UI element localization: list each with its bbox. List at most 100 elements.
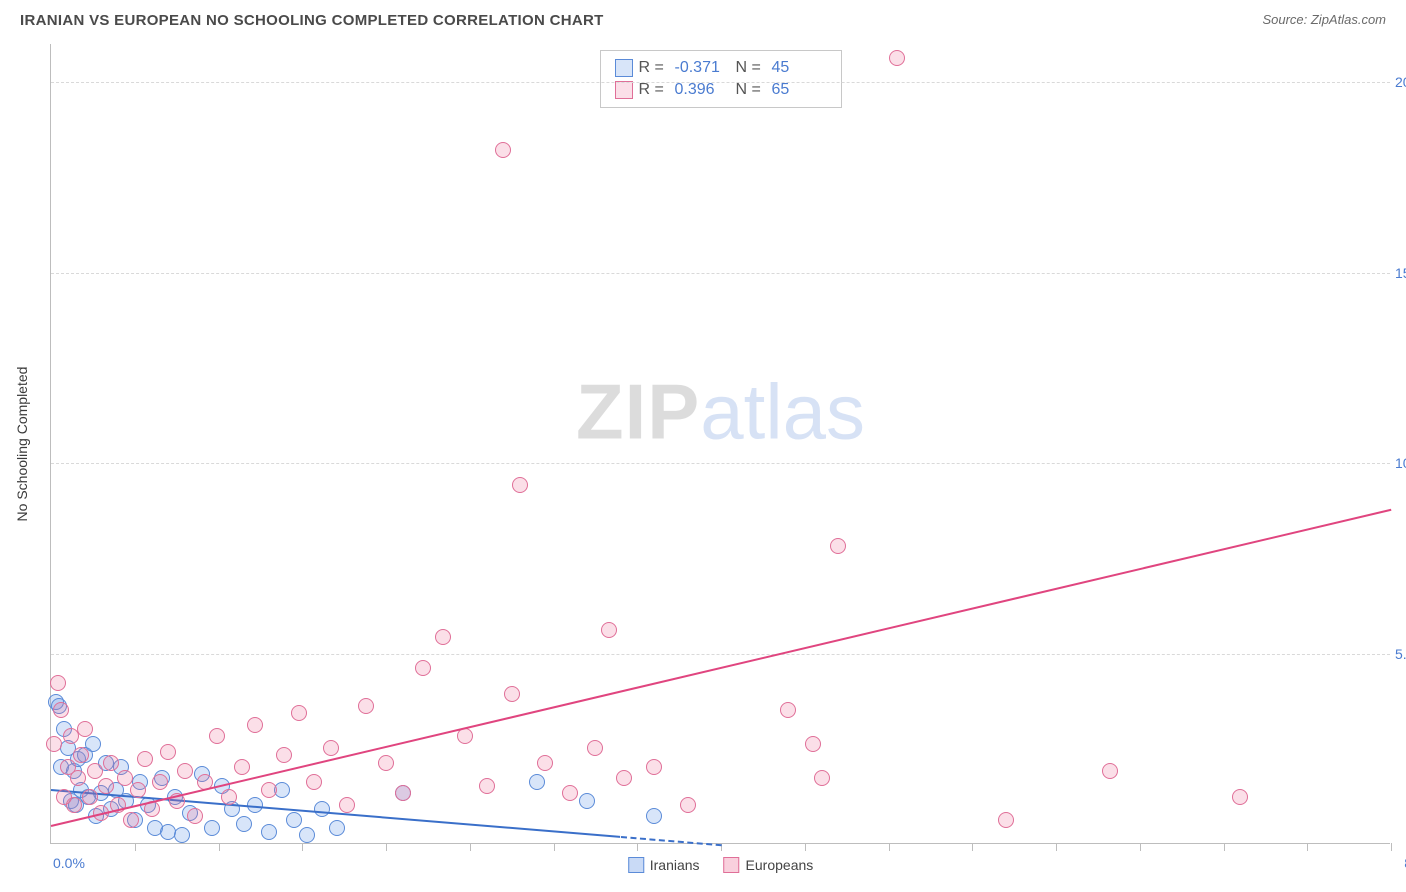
data-point <box>329 820 345 836</box>
legend-item: Europeans <box>724 857 814 873</box>
legend-swatch <box>628 857 644 873</box>
data-point <box>504 686 520 702</box>
data-point <box>323 740 339 756</box>
n-value: 65 <box>772 81 827 99</box>
data-point <box>187 808 203 824</box>
x-tick <box>1224 843 1225 851</box>
watermark: ZIPatlas <box>576 366 865 457</box>
data-point <box>137 751 153 767</box>
data-point <box>378 755 394 771</box>
n-label: N = <box>736 59 766 77</box>
data-point <box>261 782 277 798</box>
data-point <box>646 808 662 824</box>
data-point <box>82 789 98 805</box>
y-tick-label: 5.0% <box>1395 646 1406 662</box>
data-point <box>299 827 315 843</box>
data-point <box>174 827 190 843</box>
y-tick-label: 10.0% <box>1395 455 1406 471</box>
x-tick <box>805 843 806 851</box>
x-tick <box>135 843 136 851</box>
data-point <box>117 770 133 786</box>
data-point <box>680 797 696 813</box>
series-legend: Iranians Europeans <box>628 857 814 873</box>
y-tick-label: 20.0% <box>1395 74 1406 90</box>
data-point <box>50 675 66 691</box>
data-point <box>46 736 62 752</box>
x-tick <box>1307 843 1308 851</box>
r-value: -0.371 <box>675 59 730 77</box>
x-tick <box>1391 843 1392 851</box>
data-point <box>234 759 250 775</box>
data-point <box>87 763 103 779</box>
data-point <box>77 721 93 737</box>
data-point <box>529 774 545 790</box>
data-point <box>247 717 263 733</box>
data-point <box>415 660 431 676</box>
data-point <box>805 736 821 752</box>
data-point <box>276 747 292 763</box>
data-point <box>98 778 114 794</box>
data-point <box>814 770 830 786</box>
data-point <box>780 702 796 718</box>
x-tick <box>554 843 555 851</box>
x-tick <box>637 843 638 851</box>
stats-row: R = -0.371 N = 45 <box>615 57 827 79</box>
source-attribution: Source: ZipAtlas.com <box>1262 12 1386 27</box>
data-point <box>646 759 662 775</box>
watermark-zip: ZIP <box>576 367 700 455</box>
data-point <box>1232 789 1248 805</box>
data-point <box>261 824 277 840</box>
r-value: 0.396 <box>675 81 730 99</box>
data-point <box>395 785 411 801</box>
data-point <box>66 797 82 813</box>
data-point <box>123 812 139 828</box>
data-point <box>998 812 1014 828</box>
legend-swatch <box>615 81 633 99</box>
data-point <box>579 793 595 809</box>
data-point <box>512 477 528 493</box>
data-point <box>339 797 355 813</box>
gridline <box>51 654 1390 655</box>
data-point <box>209 728 225 744</box>
gridline <box>51 82 1390 83</box>
data-point <box>286 812 302 828</box>
data-point <box>435 629 451 645</box>
data-point <box>562 785 578 801</box>
x-tick <box>972 843 973 851</box>
watermark-atlas: atlas <box>700 367 865 455</box>
data-point <box>70 770 86 786</box>
data-point <box>537 755 553 771</box>
x-tick <box>1056 843 1057 851</box>
x-tick <box>889 843 890 851</box>
data-point <box>616 770 632 786</box>
n-label: N = <box>736 81 766 99</box>
plot-region: ZIPatlas R =-0.371N =45R =0.396N =65 0.0… <box>50 44 1390 844</box>
gridline <box>51 463 1390 464</box>
data-point <box>53 702 69 718</box>
r-label: R = <box>639 59 669 77</box>
data-point <box>314 801 330 817</box>
x-tick <box>386 843 387 851</box>
legend-swatch <box>615 59 633 77</box>
data-point <box>457 728 473 744</box>
chart-header: IRANIAN VS EUROPEAN NO SCHOOLING COMPLET… <box>0 0 1406 44</box>
chart-title: IRANIAN VS EUROPEAN NO SCHOOLING COMPLET… <box>20 12 604 29</box>
x-tick <box>1140 843 1141 851</box>
data-point <box>160 744 176 760</box>
data-point <box>236 816 252 832</box>
data-point <box>1102 763 1118 779</box>
legend-item: Iranians <box>628 857 700 873</box>
data-point <box>152 774 168 790</box>
data-point <box>358 698 374 714</box>
chart-area: No Schooling Completed ZIPatlas R =-0.37… <box>50 44 1390 844</box>
data-point <box>103 755 119 771</box>
legend-label: Iranians <box>650 857 700 873</box>
data-point <box>830 538 846 554</box>
correlation-stats-box: R = -0.371 N = 45R = 0.396 N = 65 <box>600 50 842 108</box>
data-point <box>495 142 511 158</box>
n-value: 45 <box>772 59 827 77</box>
data-point <box>601 622 617 638</box>
data-point <box>587 740 603 756</box>
data-point <box>291 705 307 721</box>
data-point <box>221 789 237 805</box>
